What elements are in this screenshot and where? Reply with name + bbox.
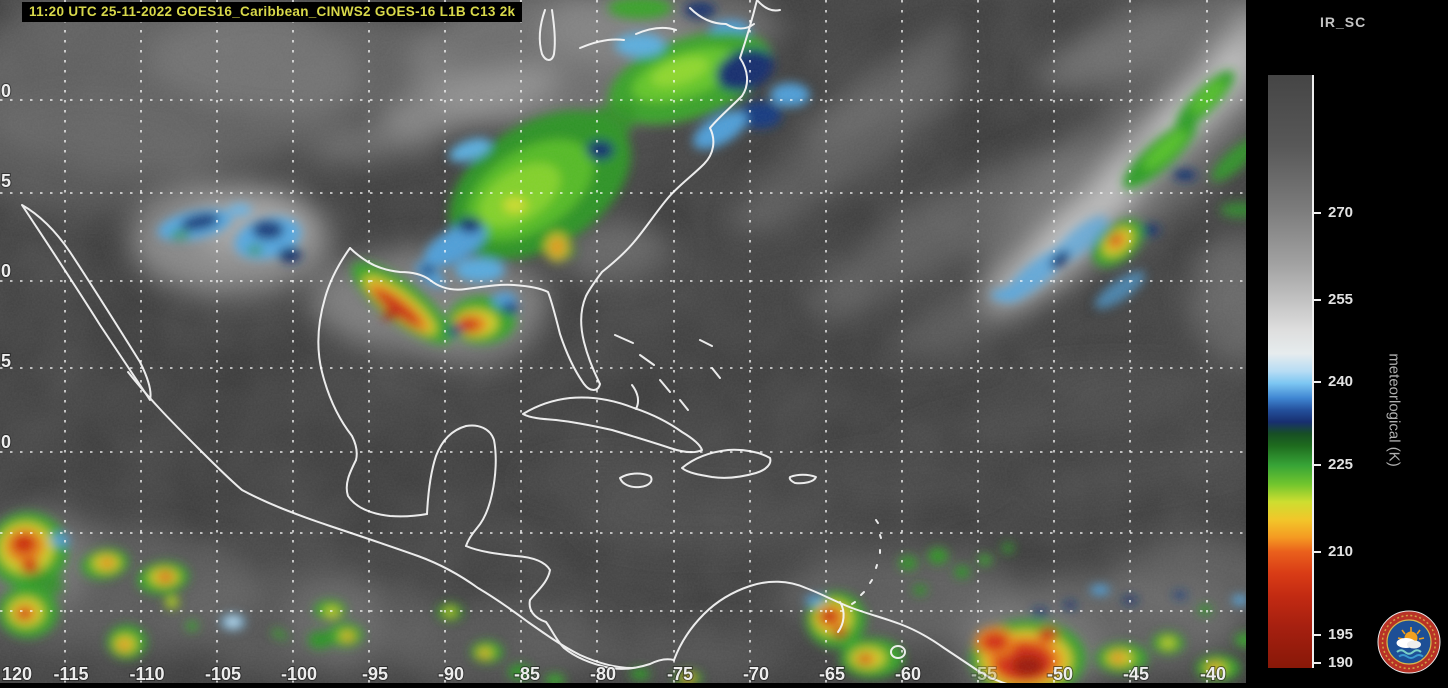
bottom-strip [0,683,1246,688]
latitude-label: 5 [1,351,11,371]
colorbar-tick-label: 270 [1328,204,1354,221]
latitude-label: 5 [1,171,11,191]
longitude-label: -100 [281,664,317,684]
longitude-label: -60 [895,664,921,684]
longitude-label: -80 [590,664,616,684]
colorbar [1268,75,1314,668]
longitude-label: -110 [129,664,164,684]
colorbar-tick-label: 195 [1328,626,1354,643]
colorbar-tick-label: 240 [1328,373,1354,390]
colorbar-tick-label: 255 [1328,291,1354,308]
longitude-label: -70 [743,664,769,684]
colorbar-tick [1314,212,1321,214]
longitude-label: -65 [819,664,845,684]
longitude-label: -115 [53,664,88,684]
colorbar-tick [1314,551,1321,553]
colorbar-tick [1314,381,1321,383]
latitude-labels: 0 5 0 5 0 [0,80,12,453]
longitude-label: -75 [667,664,693,684]
timestamp-title: 11:20 UTC 25-11-2022 GOES16_Caribbean_CI… [22,2,523,22]
coastlines [21,0,1011,686]
weather-service-logo-icon [1377,610,1441,674]
longitude-label: -95 [362,664,388,684]
colorbar-tick [1314,464,1321,466]
colorbar-tick-label: 190 [1328,654,1354,671]
longitude-labels: 120 -115 -110 -105 -100 -95 -90 -85 -80 … [1,663,1227,685]
latitude-label: 0 [1,261,11,281]
colorbar-axis-label: meteorlogical (K) [1385,353,1403,467]
side-panel: IR_SC 270 255 240 225 210 195 190 meteor… [1246,0,1448,688]
colorbar-tick [1314,662,1321,664]
longitude-label: -55 [971,664,997,684]
longitude-label: -40 [1200,664,1226,684]
colorbar-tick-label: 210 [1328,543,1354,560]
latitude-label: 0 [1,432,11,452]
longitude-label: -105 [205,664,241,684]
longitude-label: -85 [514,664,540,684]
longitude-label: -50 [1047,664,1073,684]
satellite-map: 0 5 0 5 0 120 -115 -110 -105 -100 -95 -9… [0,0,1246,688]
latitude-label: 0 [1,81,11,101]
longitude-label: -45 [1123,664,1149,684]
colorbar-tick [1314,634,1321,636]
longitude-label: 120 [2,664,32,684]
colorbar-tick-label: 225 [1328,456,1354,473]
colorbar-tick [1314,299,1321,301]
longitude-label: -90 [438,664,464,684]
product-label: IR_SC [1320,14,1367,30]
